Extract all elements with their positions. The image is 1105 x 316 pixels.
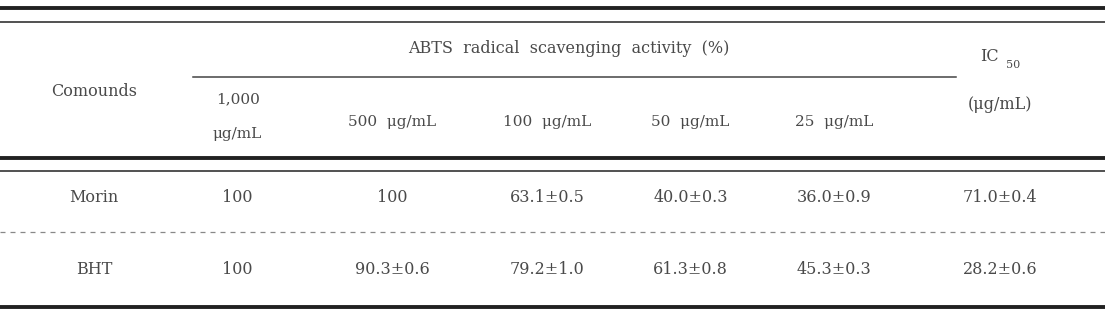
Text: Comounds: Comounds bbox=[51, 83, 137, 100]
Text: (μg/mL): (μg/mL) bbox=[968, 96, 1032, 113]
Text: BHT: BHT bbox=[76, 261, 112, 278]
Text: 61.3±0.8: 61.3±0.8 bbox=[653, 261, 728, 278]
Text: 50: 50 bbox=[1006, 60, 1020, 70]
Text: 40.0±0.3: 40.0±0.3 bbox=[653, 189, 728, 206]
Text: 28.2±0.6: 28.2±0.6 bbox=[962, 261, 1038, 278]
Text: 63.1±0.5: 63.1±0.5 bbox=[509, 189, 585, 206]
Text: μg/mL: μg/mL bbox=[213, 127, 262, 141]
Text: 50  μg/mL: 50 μg/mL bbox=[652, 115, 729, 129]
Text: 100: 100 bbox=[222, 261, 253, 278]
Text: 36.0±0.9: 36.0±0.9 bbox=[797, 189, 872, 206]
Text: Morin: Morin bbox=[70, 189, 118, 206]
Text: IC: IC bbox=[980, 48, 999, 65]
Text: 90.3±0.6: 90.3±0.6 bbox=[355, 261, 430, 278]
Text: 25  μg/mL: 25 μg/mL bbox=[796, 115, 873, 129]
Text: 100  μg/mL: 100 μg/mL bbox=[503, 115, 591, 129]
Text: 79.2±1.0: 79.2±1.0 bbox=[509, 261, 585, 278]
Text: 500  μg/mL: 500 μg/mL bbox=[348, 115, 436, 129]
Text: 45.3±0.3: 45.3±0.3 bbox=[797, 261, 872, 278]
Text: 100: 100 bbox=[222, 189, 253, 206]
Text: ABTS  radical  scavenging  activity  (%): ABTS radical scavenging activity (%) bbox=[409, 40, 729, 58]
Text: 100: 100 bbox=[377, 189, 408, 206]
Text: 1,000: 1,000 bbox=[215, 93, 260, 106]
Text: 71.0±0.4: 71.0±0.4 bbox=[962, 189, 1038, 206]
